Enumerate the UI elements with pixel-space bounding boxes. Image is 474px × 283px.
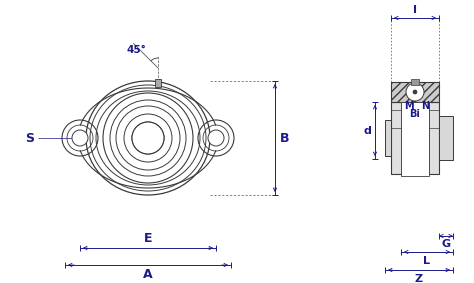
Text: L: L xyxy=(423,256,430,266)
Bar xyxy=(411,79,419,85)
Circle shape xyxy=(62,120,98,156)
Circle shape xyxy=(406,83,424,101)
Text: B: B xyxy=(280,132,290,145)
Bar xyxy=(155,79,161,87)
Circle shape xyxy=(413,90,417,94)
Text: Z: Z xyxy=(415,274,423,283)
Text: 45°: 45° xyxy=(126,45,146,55)
Text: S: S xyxy=(26,132,35,145)
Text: G: G xyxy=(441,239,451,249)
Circle shape xyxy=(72,130,88,146)
Bar xyxy=(401,102,429,176)
Bar xyxy=(385,120,391,156)
Circle shape xyxy=(132,122,164,154)
Bar xyxy=(391,102,439,174)
Text: Bi: Bi xyxy=(410,109,420,119)
Text: N: N xyxy=(421,101,429,111)
Circle shape xyxy=(198,120,234,156)
Bar xyxy=(391,82,439,102)
Circle shape xyxy=(208,130,224,146)
Text: I: I xyxy=(413,5,417,15)
Text: A: A xyxy=(143,267,153,280)
Text: E: E xyxy=(144,233,152,245)
Text: d: d xyxy=(363,125,371,136)
Text: M: M xyxy=(404,101,414,111)
Bar xyxy=(439,116,453,160)
